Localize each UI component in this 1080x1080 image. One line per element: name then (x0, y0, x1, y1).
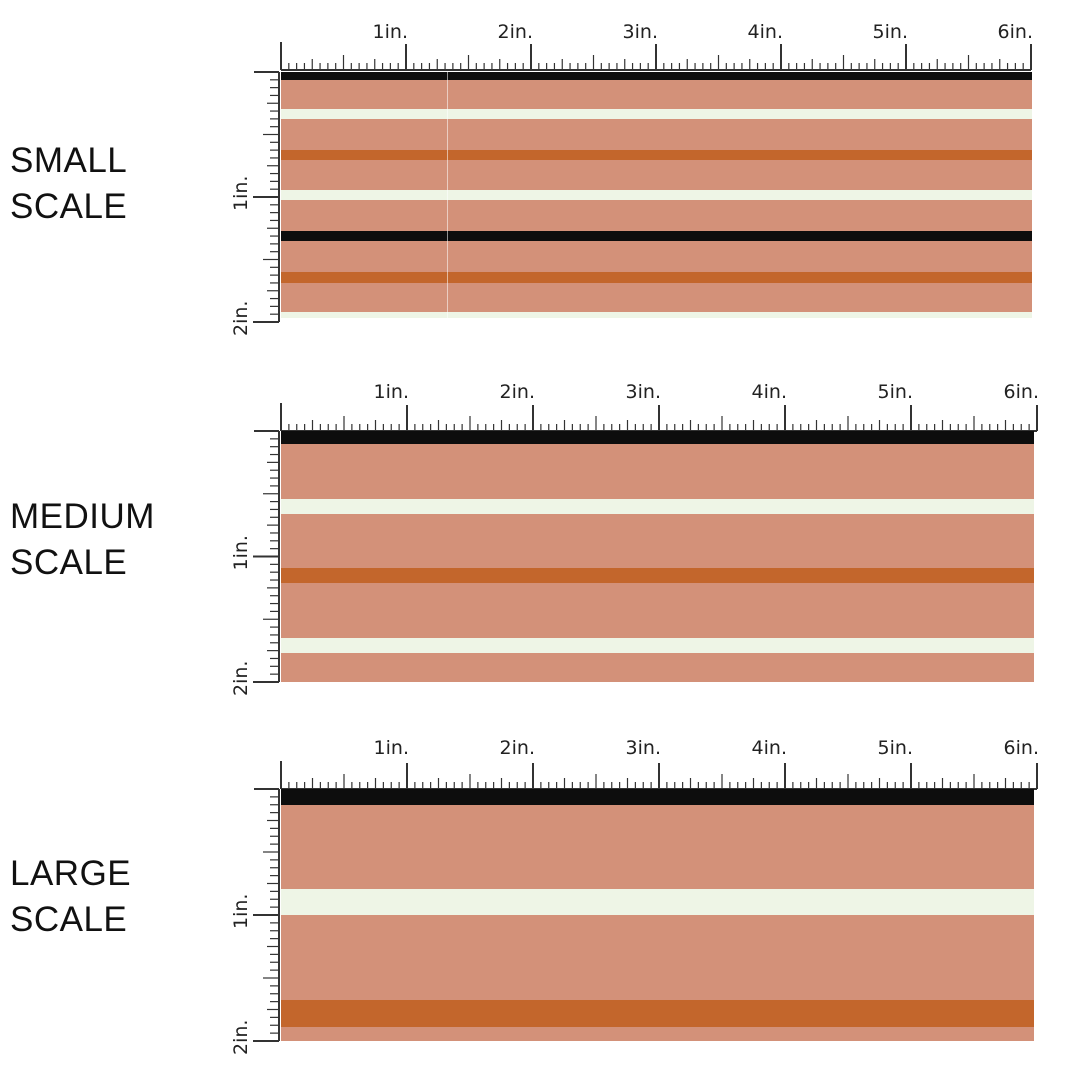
stripe-black (281, 231, 1032, 241)
ruler-h-label: 5in. (878, 381, 913, 403)
scale-label-line2: SCALE (10, 900, 128, 939)
ruler-h-label: 3in. (626, 737, 661, 759)
stripe-cream (281, 190, 1032, 200)
ruler-h-label: 5in. (873, 21, 908, 43)
ruler-h-label: 6in. (998, 21, 1033, 43)
ruler-v-label: 1in. (230, 176, 252, 211)
stripe-rust (281, 150, 1032, 160)
ruler-v-label: 1in. (230, 535, 252, 570)
stripe-black (281, 431, 1034, 444)
ruler-v-label: 2in. (230, 1020, 252, 1055)
ruler: 1in. 2in. 3in. 4in. 5in. 6in. 1in. 2in. (230, 21, 1033, 336)
scale-label-line1: MEDIUM (10, 497, 155, 536)
stripe-black (281, 72, 1032, 80)
stripe-cream (281, 312, 1032, 318)
ruler-v-label: 2in. (230, 661, 252, 696)
ruler-h-label: 1in. (374, 381, 409, 403)
ruler-h-label: 4in. (752, 737, 787, 759)
stripe-cream (281, 499, 1034, 514)
stripe-cream (281, 638, 1034, 653)
stripe-cream (281, 889, 1034, 915)
scale-label: SMALL SCALE (10, 138, 127, 230)
section-large-scale: LARGE SCALE 1in. 2in. 3in. 4in. 5in. 6in. 1in.… (0, 718, 1080, 1068)
scale-label-line2: SCALE (10, 543, 128, 582)
fabric-swatch (281, 72, 1032, 318)
ruler-h-label: 4in. (748, 21, 783, 43)
fabric-swatch (281, 431, 1034, 682)
scale-label-line2: SCALE (10, 187, 128, 226)
ruler-h-label: 2in. (498, 21, 533, 43)
ruler-h-label: 4in. (752, 381, 787, 403)
scale-label-line1: LARGE (10, 854, 132, 893)
ruler-h-label: 6in. (1004, 381, 1039, 403)
ruler-h-label: 2in. (500, 737, 535, 759)
stripe-rust (281, 1000, 1034, 1027)
stripe-cream (281, 109, 1032, 119)
scale-label: LARGE SCALE (10, 851, 131, 943)
stripe-rust (281, 568, 1034, 583)
ruler-h-label: 3in. (623, 21, 658, 43)
ruler-h-label: 1in. (373, 21, 408, 43)
scale-label: MEDIUM SCALE (10, 494, 155, 586)
ruler-h-label: 3in. (626, 381, 661, 403)
section-medium-scale: MEDIUM SCALE 1in. 2in. 3in. 4in. 5in. 6in. 1in… (0, 360, 1080, 710)
ruler-h-label: 6in. (1004, 737, 1039, 759)
stripe-rust (281, 272, 1032, 283)
fabric-swatch (281, 789, 1034, 1041)
ruler-h-label: 1in. (374, 737, 409, 759)
section-small-scale: SMALL SCALE 1in. 2in. 3in. 4in. 5in. 6in. 1in.… (0, 0, 1080, 350)
ruler-v-label: 2in. (230, 301, 252, 336)
ruler-h-label: 5in. (878, 737, 913, 759)
repeat-seam (447, 72, 448, 318)
scale-label-line1: SMALL (10, 141, 128, 180)
ruler-v-label: 1in. (230, 894, 252, 929)
stripe-black (281, 789, 1034, 805)
ruler-h-label: 2in. (500, 381, 535, 403)
